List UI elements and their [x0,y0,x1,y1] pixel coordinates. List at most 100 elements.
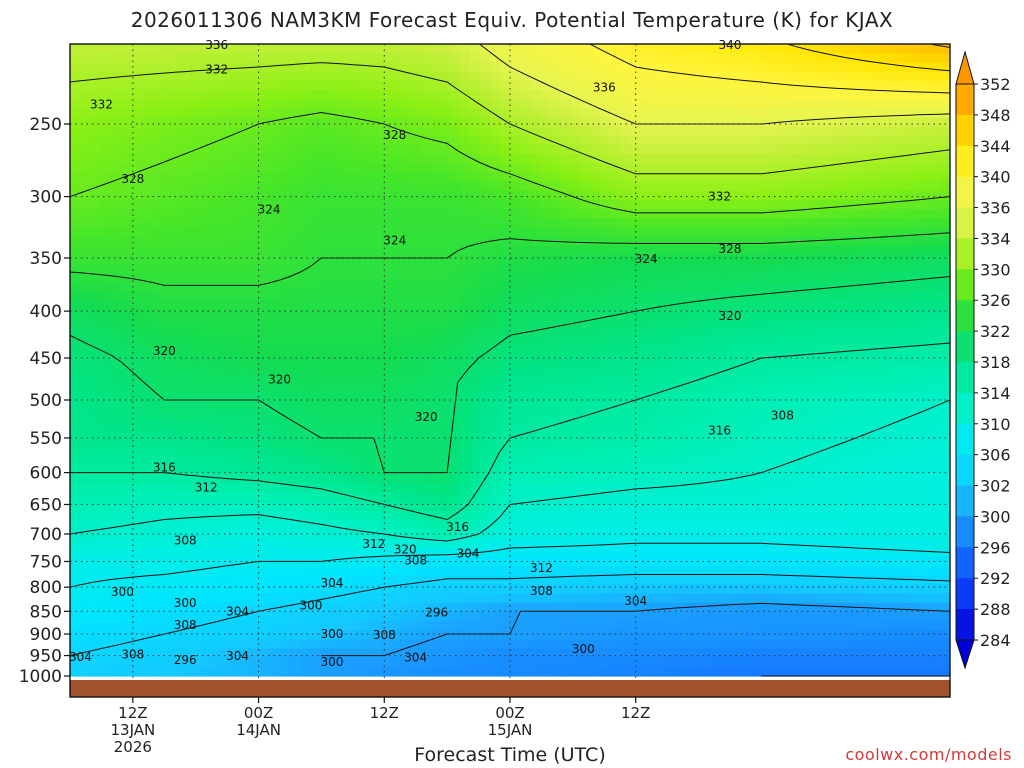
heat-cell [270,547,281,558]
heat-cell [430,502,441,512]
heat-cell [120,99,131,109]
heat-cell [620,264,631,274]
heat-cell [830,419,841,430]
heat-cell [560,71,571,82]
heat-cell [400,218,411,228]
heat-cell [670,337,681,348]
heat-cell [850,227,861,238]
heat-cell [850,108,861,119]
heat-cell [80,502,91,512]
heat-cell [830,126,841,137]
heat-cell [450,355,461,366]
heat-cell [600,474,611,485]
heat-cell [580,319,591,329]
heat-cell [790,401,801,412]
heat-cell [260,309,271,320]
heat-cell [90,209,101,219]
heat-cell [460,520,471,531]
heat-cell [600,319,611,329]
heat-cell [880,291,891,302]
heat-cell [470,71,481,82]
heat-cell [420,309,431,320]
heat-cell [630,346,641,357]
heat-cell [430,474,441,485]
heat-cell [570,547,581,558]
heat-cell [200,465,211,476]
heat-cell [870,428,881,439]
heat-cell [640,355,651,366]
heat-cell [790,520,801,531]
heat-cell [240,346,251,357]
heat-cell [70,145,81,155]
heat-cell [450,346,461,357]
heat-cell [890,373,901,384]
heat-cell [700,218,711,228]
heat-cell [380,438,391,448]
heat-cell [200,474,211,485]
heat-cell [780,373,791,384]
heat-cell [910,364,921,375]
heat-cell [650,474,661,485]
heat-cell [910,346,921,357]
heat-cell [70,319,81,329]
heat-cell [140,53,151,64]
heat-cell [680,364,691,375]
heat-cell [130,456,141,467]
heat-cell [180,227,191,238]
heat-cell [160,419,171,430]
heat-cell [560,99,571,109]
heat-cell [350,300,361,311]
heat-cell [860,300,871,311]
heat-cell [330,80,341,91]
heat-cell [160,291,171,302]
heat-cell [780,291,791,302]
heat-cell [470,62,481,73]
heat-cell [780,80,791,91]
heat-cell [930,474,941,485]
heat-cell [810,447,821,457]
heat-cell [110,90,121,100]
heat-cell [840,154,851,164]
heat-cell [220,447,231,457]
heat-cell [510,300,521,311]
heat-cell [520,227,531,238]
heat-cell [540,291,551,302]
heat-cell [340,126,351,137]
heat-cell [710,300,721,311]
heat-cell [370,401,381,412]
heat-cell [780,218,791,228]
heat-cell [260,62,271,73]
heat-cell [850,282,861,293]
heat-cell [360,538,371,549]
heat-cell [210,346,221,357]
heat-cell [150,126,161,137]
heat-cell [410,300,421,311]
heat-cell [120,419,131,430]
heat-cell [440,392,451,402]
heat-cell [880,135,891,146]
heat-cell [540,328,551,338]
heat-cell [620,465,631,476]
heat-cell [250,209,261,219]
heat-cell [180,90,191,100]
heat-cell [540,465,551,476]
heat-cell [660,282,671,293]
heat-cell [790,172,801,183]
heat-cell [800,401,811,412]
heat-cell [90,264,101,274]
heat-cell [70,264,81,274]
heat-cell [880,392,891,402]
heat-cell [470,502,481,512]
heat-cell [160,465,171,476]
heat-cell [710,199,721,210]
heat-cell [770,254,781,265]
heat-cell [580,44,591,55]
heat-cell [740,401,751,412]
heat-cell [570,300,581,311]
heat-cell [410,346,421,357]
heat-cell [770,236,781,247]
heat-cell [610,383,621,393]
heat-cell [510,364,521,375]
heat-cell [610,236,621,247]
heat-cell [90,319,101,329]
